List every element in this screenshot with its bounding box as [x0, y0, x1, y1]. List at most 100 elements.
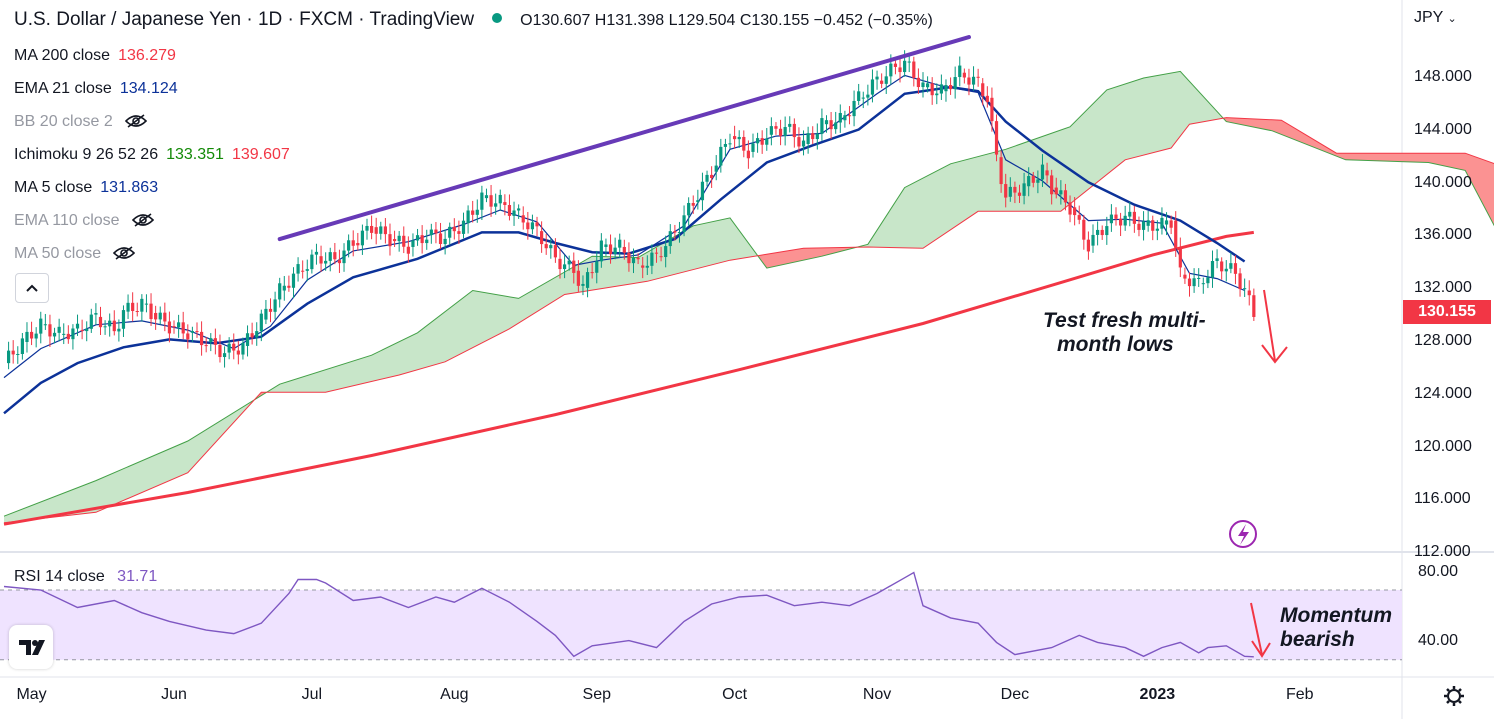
candle-up	[241, 342, 245, 355]
candle-up	[89, 314, 93, 329]
candle-up	[158, 312, 162, 320]
candle-down	[1118, 218, 1123, 226]
candle-up	[719, 146, 723, 166]
candle-up	[517, 208, 521, 211]
candle-down	[1050, 175, 1054, 195]
candle-down	[333, 252, 337, 260]
candle-up	[25, 331, 29, 342]
legend-label: EMA 110 close	[14, 212, 120, 229]
candle-down	[1082, 219, 1086, 240]
candle-up	[737, 136, 741, 140]
candle-down	[406, 246, 410, 254]
candle-down	[181, 322, 185, 334]
candle-up	[953, 77, 957, 90]
candle-up	[177, 322, 181, 328]
candle-up	[1206, 277, 1210, 284]
candle-up	[696, 200, 700, 203]
candle-down	[503, 202, 507, 205]
lightning-icon[interactable]	[1229, 520, 1257, 548]
candle-up	[677, 232, 682, 234]
candle-down	[66, 333, 70, 340]
candle-up	[728, 143, 732, 145]
candle-up	[618, 239, 622, 248]
candle-up	[85, 328, 89, 332]
legend-ma50[interactable]: MA 50 close	[14, 245, 136, 263]
candle-up	[631, 257, 636, 264]
legend-ma5[interactable]: MA 5 close 131.863	[14, 179, 166, 197]
candle-down	[351, 240, 355, 246]
candle-up	[1210, 261, 1215, 278]
candle-down	[213, 338, 217, 345]
candle-down	[526, 222, 530, 230]
candle-up	[751, 143, 755, 152]
candle-down	[1169, 220, 1173, 228]
candle-up	[815, 133, 819, 140]
rsi-value: 31.71	[117, 568, 158, 585]
legend-ichimoku[interactable]: Ichimoku 9 26 52 26 133.351 139.607	[14, 146, 298, 164]
candle-down	[1086, 239, 1091, 252]
hidden-eye-icon[interactable]	[124, 114, 147, 128]
candle-down	[434, 229, 438, 234]
settings-gear-icon[interactable]	[1444, 686, 1464, 706]
legend-value: 131.863	[100, 179, 159, 196]
legend-label: MA 200 close	[14, 47, 111, 64]
candle-up	[1123, 215, 1127, 226]
hidden-eye-icon[interactable]	[113, 246, 136, 260]
candle-down	[1004, 184, 1008, 198]
candle-up	[1229, 263, 1233, 269]
candle-up	[700, 181, 705, 201]
hidden-eye-icon[interactable]	[131, 213, 154, 227]
candle-up	[788, 123, 792, 127]
candle-down	[540, 231, 544, 245]
candle-up	[126, 302, 130, 312]
rsi-legend[interactable]: RSI 14 close 31.71	[14, 568, 157, 586]
legend-bb20[interactable]: BB 20 close 2	[14, 113, 147, 131]
candle-up	[62, 333, 66, 335]
candle-up	[1215, 258, 1219, 262]
candle-down	[1045, 170, 1049, 176]
candle-down	[994, 121, 999, 155]
candle-up	[595, 261, 599, 273]
candle-down	[1031, 176, 1035, 183]
symbol-title[interactable]: U.S. Dollar / Japanese Yen · 1D · FXCM ·…	[14, 9, 475, 30]
candle-down	[374, 227, 378, 234]
time-tick-label: Sep	[582, 686, 611, 703]
candle-up	[117, 328, 121, 332]
candle-up	[429, 229, 433, 236]
candle-up	[604, 244, 608, 247]
candle-down	[319, 256, 323, 264]
candle-up	[870, 79, 875, 95]
collapse-legend-button[interactable]	[15, 273, 49, 303]
candle-up	[599, 240, 603, 262]
candle-up	[884, 76, 888, 84]
candle-up	[379, 226, 383, 234]
candle-up	[328, 252, 332, 261]
price-annotation-line2: month lows	[1057, 333, 1174, 356]
candle-down	[301, 270, 305, 272]
legend-ema21[interactable]: EMA 21 close 134.124	[14, 80, 186, 98]
candle-up	[144, 303, 149, 305]
candle-up	[1105, 226, 1109, 236]
candle-down	[544, 244, 548, 249]
legend-value: 136.279	[118, 47, 176, 64]
candle-down	[930, 83, 934, 96]
time-tick-label: May	[16, 686, 47, 703]
candle-up	[1164, 220, 1169, 225]
legend-ema110[interactable]: EMA 110 close	[14, 212, 154, 230]
candle-down	[383, 226, 387, 235]
candle-up	[480, 192, 484, 210]
tradingview-logo[interactable]	[9, 625, 53, 669]
cloud-bull-area	[854, 71, 1227, 249]
trendline[interactable]	[277, 35, 971, 242]
candle-up	[801, 140, 806, 147]
legend-ma200[interactable]: MA 200 close 136.279	[14, 47, 184, 65]
candle-down	[172, 326, 176, 328]
candle-down	[48, 324, 52, 337]
candle-up	[755, 138, 760, 144]
currency-selector[interactable]: JPY ⌄	[1414, 9, 1457, 27]
candle-up	[475, 209, 479, 215]
span-a-line	[3, 70, 1494, 517]
candle-down	[659, 256, 663, 258]
rsi-tick-label: 40.00	[1418, 632, 1459, 650]
